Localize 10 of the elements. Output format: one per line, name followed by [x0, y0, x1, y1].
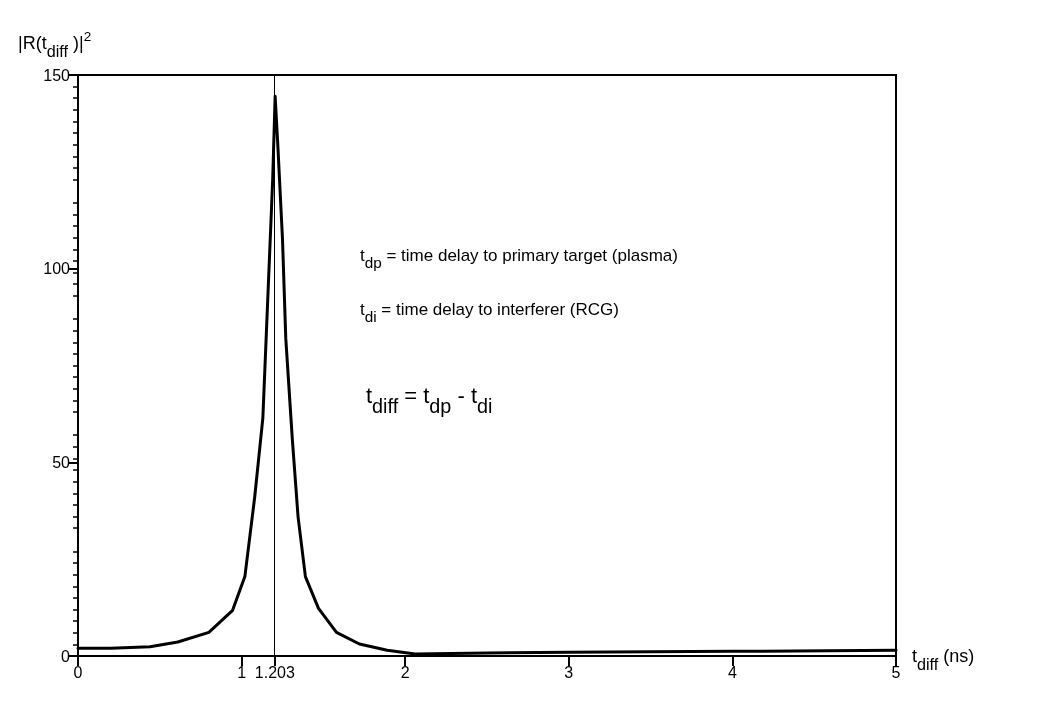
- x-tick-label: 4: [727, 663, 737, 681]
- x-tick-label: 0: [73, 663, 83, 681]
- y-tick-label: 100: [43, 260, 71, 278]
- x-tick-label: 1.203: [254, 663, 295, 681]
- y-tick-label: 50: [52, 453, 71, 471]
- y-tick-label: 150: [43, 66, 71, 84]
- x-tick-label: 3: [564, 663, 574, 681]
- x-tick-label: 1: [237, 663, 247, 681]
- x-tick-label: 2: [400, 663, 410, 681]
- x-tick-label: 5: [891, 663, 901, 681]
